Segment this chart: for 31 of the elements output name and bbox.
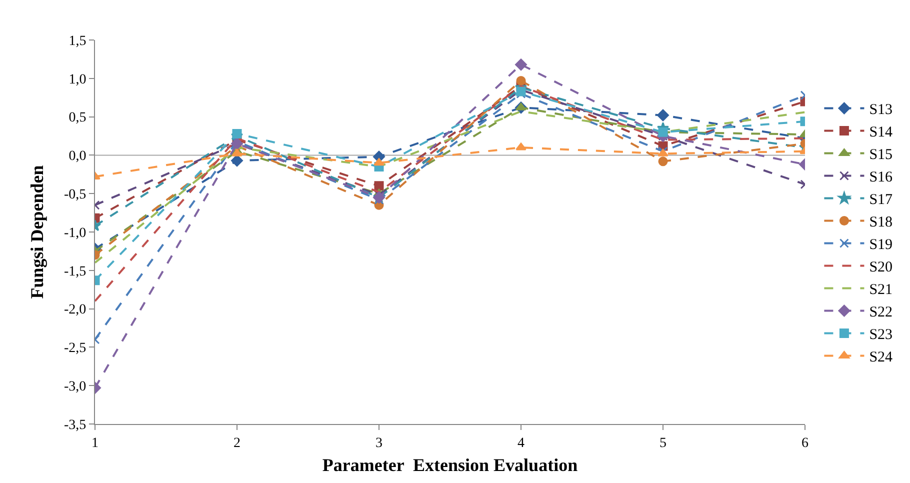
y-tick-label: 1,5 — [68, 34, 86, 49]
legend-label: S18 — [869, 214, 893, 231]
x-tick-label: 6 — [802, 436, 808, 451]
y-tick-label: 0,0 — [68, 149, 86, 164]
y-tick-label: 1,0 — [68, 72, 86, 88]
y-axis-title: Fungsi Dependen — [27, 165, 48, 299]
y-tick-label: -2,5 — [64, 341, 86, 356]
x-tick-label: 3 — [376, 436, 382, 451]
legend-label: S17 — [869, 192, 894, 208]
legend-label: S14 — [869, 124, 894, 141]
y-tick-label: -2,0 — [64, 302, 86, 318]
y-tick-label: -1,0 — [64, 226, 86, 241]
x-tick-label: 1 — [92, 436, 98, 451]
x-tick-label: 4 — [518, 436, 524, 451]
legend-label: S19 — [869, 237, 893, 254]
y-tick-label: -3,0 — [64, 380, 86, 394]
legend-label: S23 — [869, 327, 893, 344]
legend-label: S24 — [869, 350, 894, 366]
y-tick-label: -3,5 — [64, 418, 86, 433]
legend-label: S21 — [869, 282, 893, 298]
y-tick-label: 0,5 — [68, 110, 86, 126]
legend-label: S22 — [869, 304, 893, 321]
legend-label: S13 — [869, 102, 893, 118]
legend-label: S20 — [869, 260, 893, 276]
y-tick-label: -0,5 — [64, 188, 86, 202]
legend-label: S15 — [869, 147, 893, 164]
x-tick-label: 2 — [234, 436, 240, 451]
legend-label: S16 — [869, 170, 894, 186]
x-tick-label: 5 — [660, 436, 666, 451]
y-tick-label: -1,5 — [64, 264, 86, 280]
x-axis-title: Parameter Extension Evaluation — [322, 454, 578, 475]
